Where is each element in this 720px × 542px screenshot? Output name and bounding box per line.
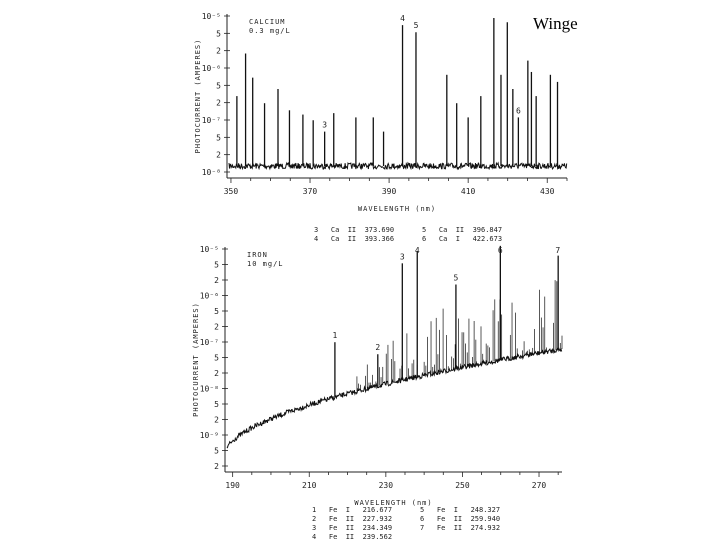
element-name: CALCIUM [249,18,286,26]
y-tick-label: 5 [214,261,219,270]
y-tick-label: 5 [214,447,219,456]
legend-row: 6 Ca I 422.673 [422,235,503,243]
legend-column: 5 Fe I 248.327 6 Fe II 259.940 7 Fe II 274… [420,506,500,533]
element-concentration: 10 mg/L [247,260,284,268]
peak-label: 3 [322,121,327,130]
x-tick-label: 430 [540,187,555,196]
spectrum-trace [228,161,568,171]
x-tick-label: 190 [225,481,240,490]
y-tick-label: 2 [214,323,219,332]
y-tick-label: 10⁻⁶ [200,292,219,301]
y-tick-label: 10⁻⁸ [200,385,219,394]
y-tick-label: 10⁻⁷ [200,338,219,347]
legend-row: 5 Fe I 248.327 [420,506,501,514]
peak-label: 4 [400,14,405,23]
peak-label: 7 [555,246,560,255]
element-concentration: 0.3 mg/L [249,27,291,35]
peak-label: 2 [375,343,380,352]
x-tick-label: 390 [382,187,397,196]
y-tick-label: 5 [214,354,219,363]
legend-row: 2 Fe II 227.932 [312,515,393,523]
y-tick-label: 10⁻⁸ [202,168,221,177]
peak-label: 5 [414,21,419,30]
peak-label: 1 [332,331,337,340]
y-tick-label: 10⁻⁵ [202,12,221,21]
y-tick-label: 10⁻⁷ [202,116,221,125]
x-tick-label: 370 [303,187,318,196]
y-tick-label: 5 [214,400,219,409]
peak-label: 6 [516,106,521,115]
legend-row: 1 Fe I 216.677 [312,506,393,514]
chart-iron [222,245,563,477]
x-tick-label: 230 [379,481,394,490]
legend-row: 6 Fe II 259.940 [420,515,501,523]
y-tick-label: 2 [214,369,219,378]
y-tick-label: 5 [214,307,219,316]
x-tick-label: 410 [461,187,476,196]
x-tick-label: 270 [532,481,547,490]
element-name: IRON [247,251,268,259]
legend-column: 3 Ca II 373.690 4 Ca II 393.366 [314,226,394,244]
y-tick-label: 2 [214,462,219,471]
y-tick-label: 5 [216,81,221,90]
y-tick-label: 2 [214,276,219,285]
x-axis-label: WAVELENGTH (nm) [354,499,432,507]
legend-column: 1 Fe I 216.677 2 Fe II 227.932 3 Fe II 234… [312,506,392,542]
x-axis-label: WAVELENGTH (nm) [358,205,436,213]
x-tick-label: 210 [302,481,317,490]
legend-row: 5 Ca II 396.847 [422,226,503,234]
legend-row: 7 Fe II 274.932 [420,524,501,532]
peak-label: 6 [498,246,503,255]
y-tick-label: 5 [216,29,221,38]
y-tick-label: 10⁻⁹ [200,431,219,440]
y-tick-label: 10⁻⁵ [200,245,219,254]
peak-label: 3 [400,252,405,261]
page-title: Winge [533,14,578,33]
y-tick-label: 2 [216,151,221,160]
x-tick-label: 350 [224,187,239,196]
peak-label: 5 [454,274,459,283]
legend-row: 3 Fe II 234.349 [312,524,393,532]
y-tick-label: 2 [216,99,221,108]
legend-column: 5 Ca II 396.847 6 Ca I 422.673 [422,226,502,244]
y-axis-label: PHOTOCURRENT (AMPERES) [194,39,202,154]
legend-row: 3 Ca II 373.690 [314,226,395,234]
legend-row: 4 Fe II 239.562 [312,533,393,541]
legend-row: 4 Ca II 393.366 [314,235,395,243]
y-tick-label: 2 [216,47,221,56]
x-tick-label: 250 [455,481,470,490]
y-axis-label: PHOTOCURRENT (AMPERES) [192,302,200,417]
chart-calcium [224,14,568,183]
y-tick-label: 2 [214,416,219,425]
spectrum-trace [226,346,563,449]
y-tick-label: 10⁻⁶ [202,64,221,73]
y-tick-label: 5 [216,133,221,142]
peak-label: 4 [415,246,420,255]
